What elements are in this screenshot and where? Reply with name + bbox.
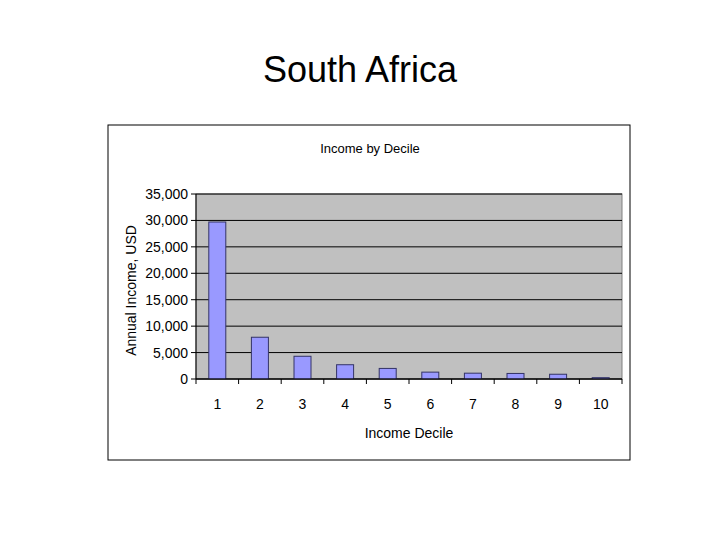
y-tick-label: 10,000	[145, 318, 188, 334]
y-tick-label: 35,000	[145, 186, 188, 202]
bar	[337, 365, 354, 379]
grid-line	[196, 273, 622, 274]
x-tick-divider	[323, 379, 324, 384]
x-tick-label: 10	[593, 396, 609, 412]
x-tick-label: 5	[384, 396, 392, 412]
x-tick-label: 6	[426, 396, 434, 412]
y-tick	[191, 194, 196, 195]
y-tick	[191, 246, 196, 247]
grid-line	[196, 246, 622, 247]
canvas: South Africa Income by Decile 0 5,000 10,000…	[0, 0, 720, 540]
x-tick-divider	[494, 379, 495, 384]
bar	[550, 374, 567, 379]
bar	[294, 356, 311, 379]
y-tick-label: 15,000	[145, 292, 188, 308]
plot-area	[196, 194, 622, 379]
x-tick-divider	[622, 379, 623, 384]
slide-title: South Africa	[263, 49, 458, 90]
bar	[379, 368, 396, 379]
bar	[209, 222, 226, 379]
x-tick-divider	[579, 379, 580, 384]
bar	[464, 373, 481, 379]
x-tick-divider	[409, 379, 410, 384]
y-tick	[191, 379, 196, 380]
x-tick-label: 9	[554, 396, 562, 412]
x-tick-divider	[536, 379, 537, 384]
grid-line	[196, 220, 622, 221]
grid-line	[196, 326, 622, 327]
y-tick	[191, 352, 196, 353]
page: South Africa Income by Decile 0 5,000 10,000…	[0, 0, 720, 540]
y-axis	[196, 194, 197, 379]
x-tick-divider	[451, 379, 452, 384]
y-tick	[191, 326, 196, 327]
bar	[507, 373, 524, 379]
y-tick-label: 5,000	[153, 345, 188, 361]
y-tick-label: 30,000	[145, 212, 188, 228]
x-tick-divider	[238, 379, 239, 384]
y-tick	[191, 220, 196, 221]
x-tick-label: 3	[299, 396, 307, 412]
bar	[422, 372, 439, 379]
y-tick-label: 20,000	[145, 265, 188, 281]
y-tick-label: 0	[180, 371, 188, 387]
y-axis-label: Annual Income, USD	[123, 225, 139, 356]
bar	[251, 337, 268, 379]
x-tick-divider	[196, 379, 197, 384]
grid-line	[196, 194, 622, 195]
x-axis-label: Income Decile	[365, 425, 454, 441]
chart-area	[108, 125, 630, 460]
x-tick-label: 1	[213, 396, 221, 412]
chart-title: Income by Decile	[320, 141, 420, 156]
x-tick-label: 8	[512, 396, 520, 412]
y-tick-label: 25,000	[145, 239, 188, 255]
x-tick-label: 4	[341, 396, 349, 412]
x-tick-label: 7	[469, 396, 477, 412]
x-tick-divider	[366, 379, 367, 384]
grid-line	[196, 299, 622, 300]
x-tick-divider	[281, 379, 282, 384]
bars	[209, 222, 609, 379]
x-tick-label: 2	[256, 396, 264, 412]
y-tick	[191, 299, 196, 300]
y-tick	[191, 273, 196, 274]
